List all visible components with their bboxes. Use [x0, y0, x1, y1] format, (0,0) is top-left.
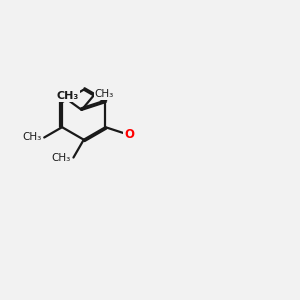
Text: CH₃: CH₃	[51, 152, 70, 163]
Text: CH₃: CH₃	[95, 89, 114, 99]
Text: CH₃: CH₃	[56, 91, 79, 101]
Text: CH₃: CH₃	[22, 133, 41, 142]
Text: O: O	[124, 128, 134, 141]
